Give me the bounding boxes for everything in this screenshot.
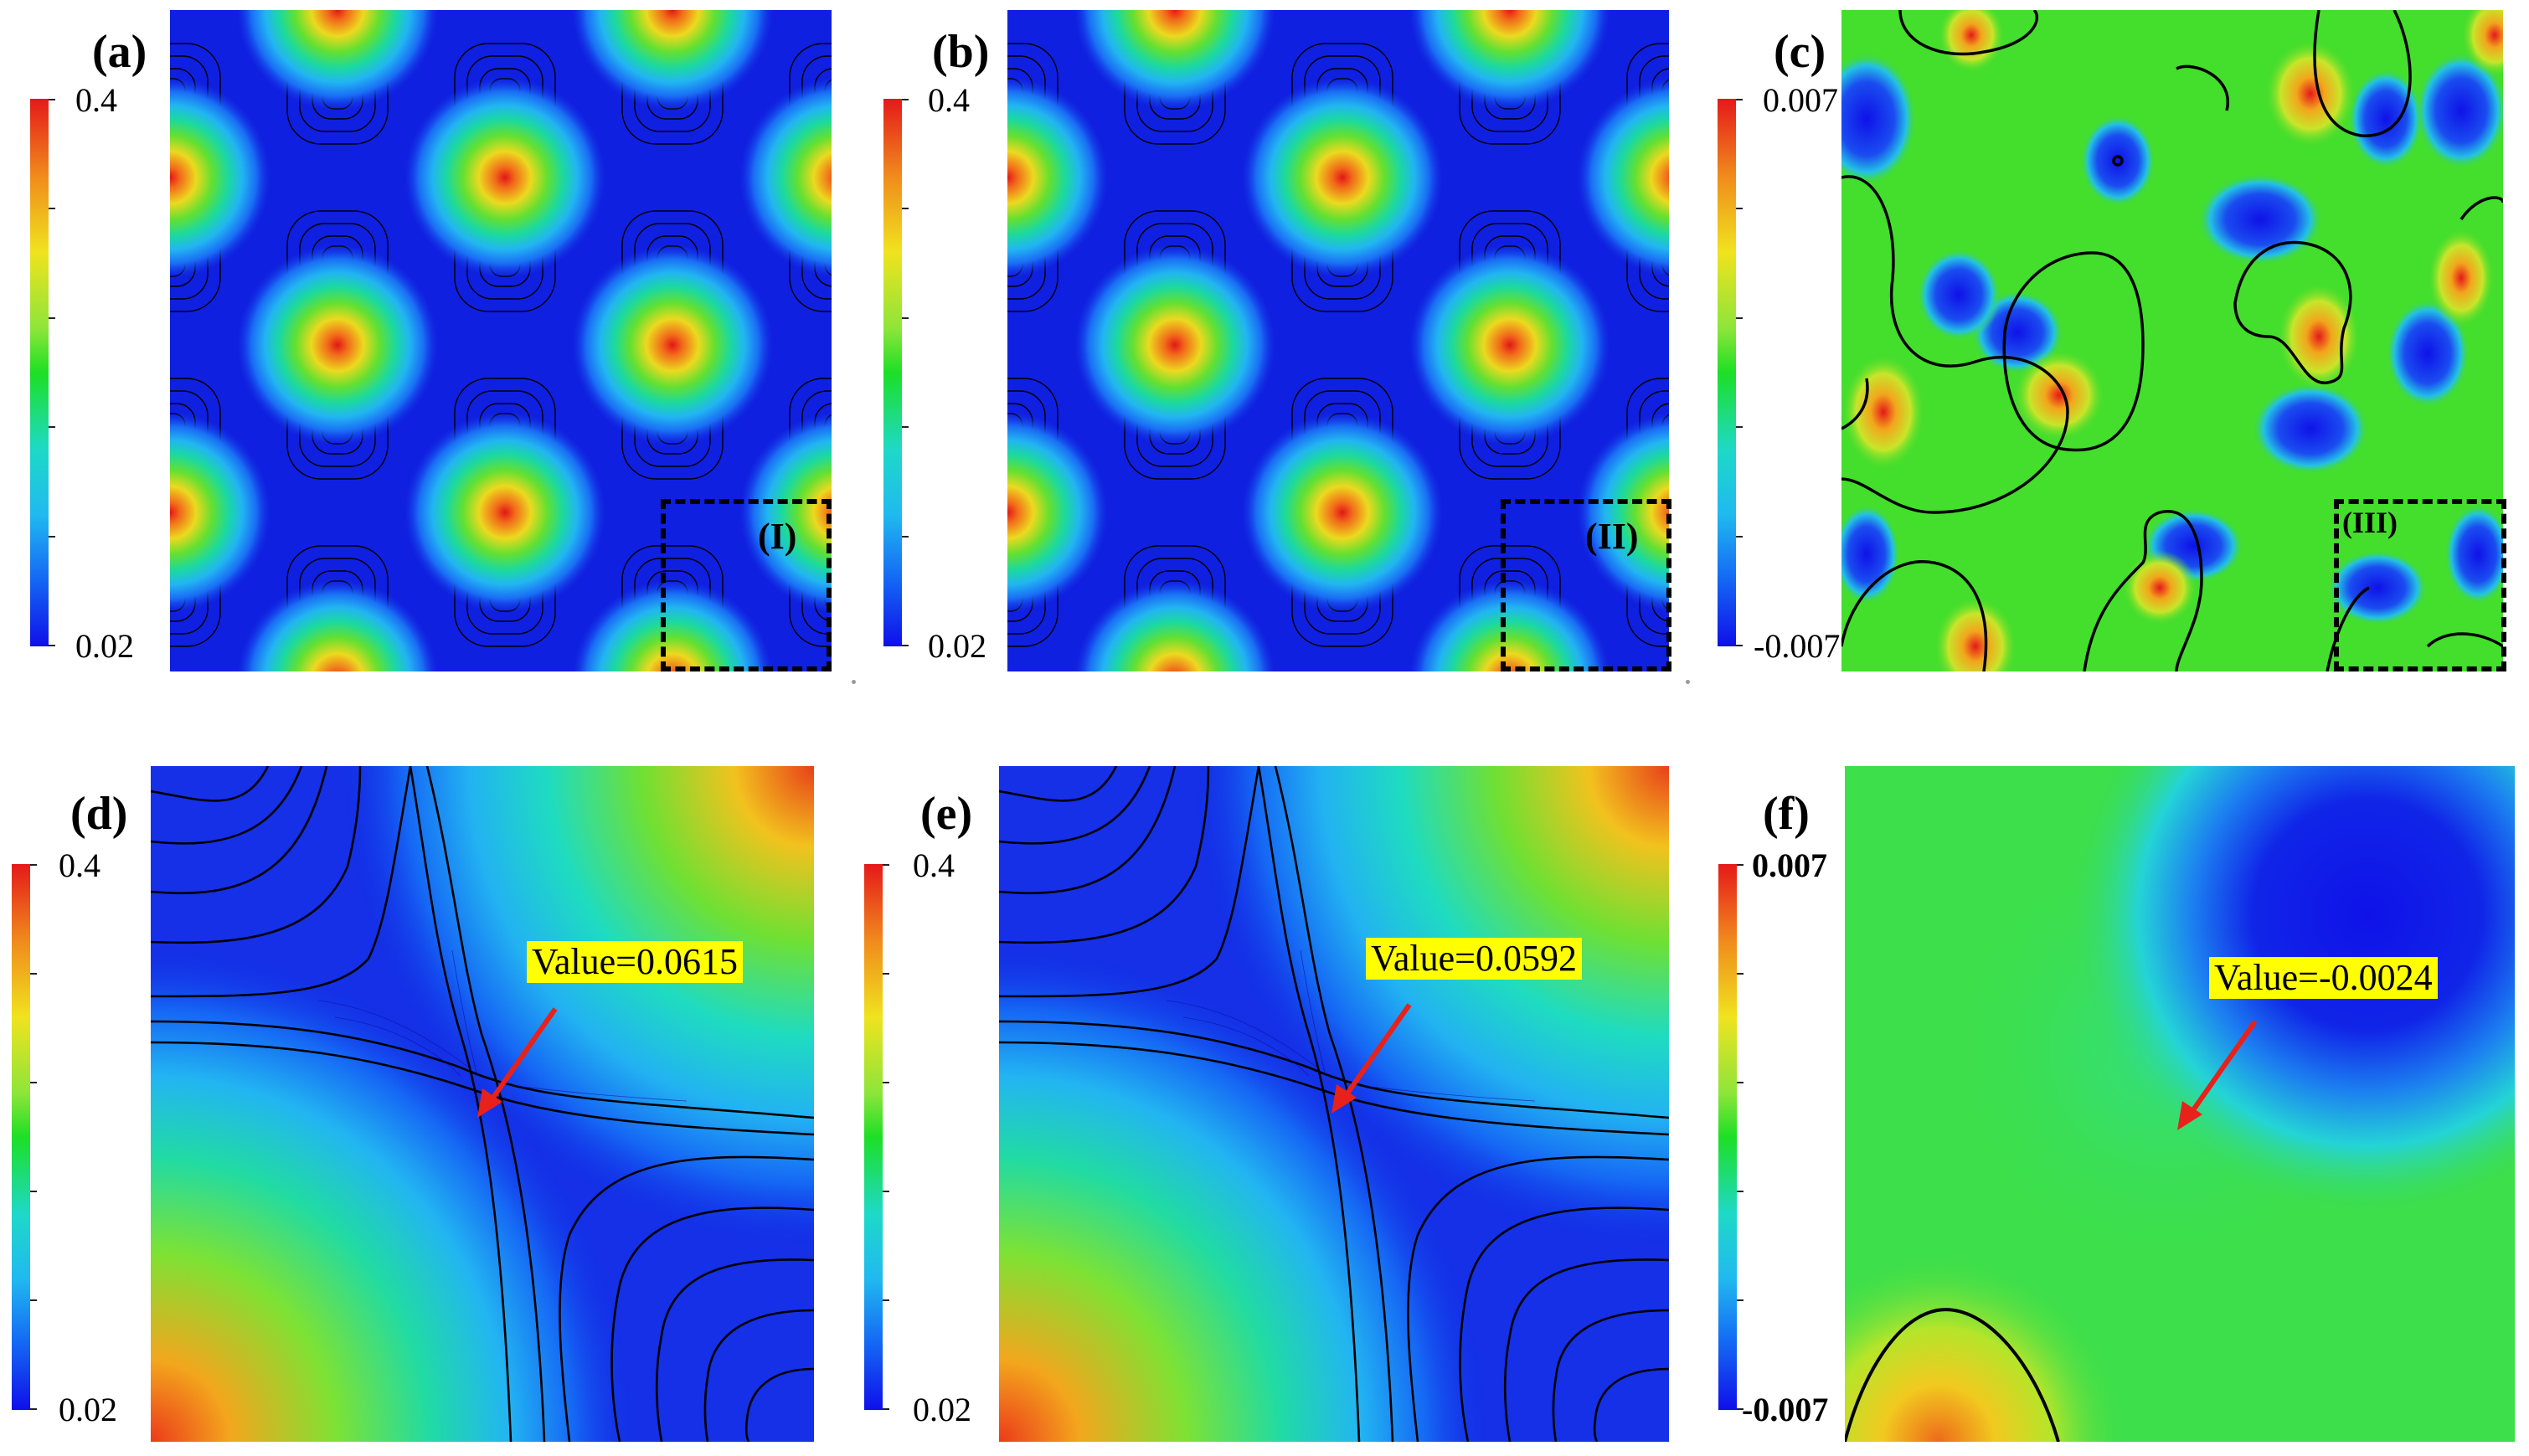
- panel-d-colorbar-max: 0.4: [59, 846, 100, 884]
- panel-c-map: [1841, 10, 2503, 671]
- colorbar-tick: [1737, 973, 1744, 975]
- colorbar-tick: [30, 1191, 37, 1192]
- panel-d-value-label: Value=0.0615: [527, 941, 743, 984]
- panel-d-colorbar-min: 0.02: [59, 1391, 117, 1428]
- colorbar-tick: [1736, 208, 1743, 209]
- panel-a-colorbar-max: 0.4: [75, 81, 117, 119]
- colorbar-tick: [30, 864, 37, 866]
- panel-f-label: (f): [1763, 788, 1810, 840]
- panel-e-value-label: Value=0.0592: [1366, 938, 1582, 980]
- colorbar-tick: [30, 973, 37, 975]
- panel-b-map: [1007, 10, 1669, 671]
- panel-b-dot: [1686, 680, 1690, 684]
- panel-e-colorbar-min: 0.02: [913, 1391, 971, 1428]
- colorbar-tick: [883, 864, 889, 866]
- colorbar-tick: [1736, 99, 1743, 100]
- panel-e-colorbar: [864, 864, 889, 1410]
- panel-f-map: [1845, 766, 2515, 1442]
- panel-b-inset-box: [1501, 499, 1671, 671]
- panel-e-arrow: [1331, 1003, 1412, 1114]
- colorbar-tick: [902, 208, 909, 209]
- panel-b-colorbar-max: 0.4: [928, 81, 970, 119]
- colorbar-tick: [1736, 536, 1743, 538]
- colorbar-tick: [1737, 1082, 1744, 1083]
- colorbar-tick: [902, 645, 909, 646]
- colorbar-tick: [30, 1408, 37, 1410]
- colorbar-tick: [30, 1299, 37, 1301]
- panel-c-colorbar-min: -0.007: [1754, 627, 1841, 665]
- panel-f-colorbar: [1718, 864, 1744, 1410]
- panel-d-label: (d): [70, 788, 128, 840]
- panel-c-inset-label: (III): [2342, 506, 2398, 539]
- colorbar-tick: [1736, 317, 1743, 319]
- panel-a-inset-label: (I): [758, 516, 797, 557]
- colorbar-tick: [1737, 1299, 1744, 1301]
- panel-e-colorbar-max: 0.4: [913, 846, 955, 884]
- panel-a-inset-box: [661, 499, 832, 671]
- panel-a-map: [170, 10, 832, 671]
- panel-c-inset-box: [2334, 499, 2506, 671]
- panel-c-colorbar: [1718, 99, 1743, 646]
- colorbar-tick: [902, 536, 909, 538]
- colorbar-tick: [1736, 645, 1743, 646]
- colorbar-tick: [1736, 426, 1743, 428]
- colorbar-tick: [49, 426, 55, 428]
- panel-a-dot: [852, 680, 856, 684]
- panel-b-colorbar-min: 0.02: [928, 627, 986, 665]
- panel-f-colorbar-min: -0.007: [1742, 1391, 1829, 1428]
- panel-c-colorbar-max: 0.007: [1763, 81, 1838, 119]
- panel-f-value-label: Value=-0.0024: [2209, 957, 2438, 1000]
- panel-c-label: (c): [1774, 26, 1826, 78]
- colorbar-tick: [30, 1082, 37, 1083]
- panel-d-arrow: [477, 1007, 558, 1118]
- colorbar-tick: [883, 973, 889, 975]
- colorbar-tick: [883, 1082, 889, 1083]
- colorbar-tick: [49, 536, 55, 538]
- panel-b-label: (b): [932, 26, 990, 78]
- colorbar-tick: [49, 99, 55, 100]
- colorbar-tick: [49, 208, 55, 209]
- colorbar-tick: [49, 317, 55, 319]
- colorbar-tick: [883, 1191, 889, 1192]
- panel-a-colorbar-min: 0.02: [75, 627, 134, 665]
- colorbar-tick: [1737, 864, 1744, 866]
- colorbar-tick: [902, 426, 909, 428]
- colorbar-tick: [883, 1408, 889, 1410]
- panel-f-arrow: [2177, 1020, 2258, 1130]
- colorbar-tick: [883, 1299, 889, 1301]
- panel-e-label: (e): [920, 788, 973, 840]
- panel-a-colorbar: [30, 99, 55, 646]
- colorbar-tick: [1737, 1408, 1744, 1410]
- colorbar-tick: [902, 317, 909, 319]
- panel-b-inset-label: (II): [1585, 516, 1639, 557]
- colorbar-tick: [49, 645, 55, 646]
- colorbar-tick: [902, 99, 909, 100]
- panel-f-colorbar-max: 0.007: [1752, 846, 1827, 884]
- panel-d-colorbar: [12, 864, 37, 1410]
- colorbar-tick: [1737, 1191, 1744, 1192]
- panel-a-label: (a): [92, 26, 147, 78]
- panel-b-colorbar: [883, 99, 909, 646]
